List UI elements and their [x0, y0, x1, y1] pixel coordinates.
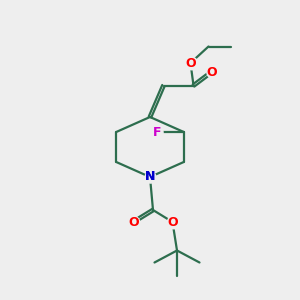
Text: O: O — [167, 215, 178, 229]
Text: N: N — [145, 170, 155, 184]
Text: N: N — [145, 170, 155, 184]
Text: O: O — [185, 56, 196, 70]
Text: F: F — [152, 125, 161, 139]
Text: O: O — [128, 215, 139, 229]
Text: O: O — [206, 65, 217, 79]
